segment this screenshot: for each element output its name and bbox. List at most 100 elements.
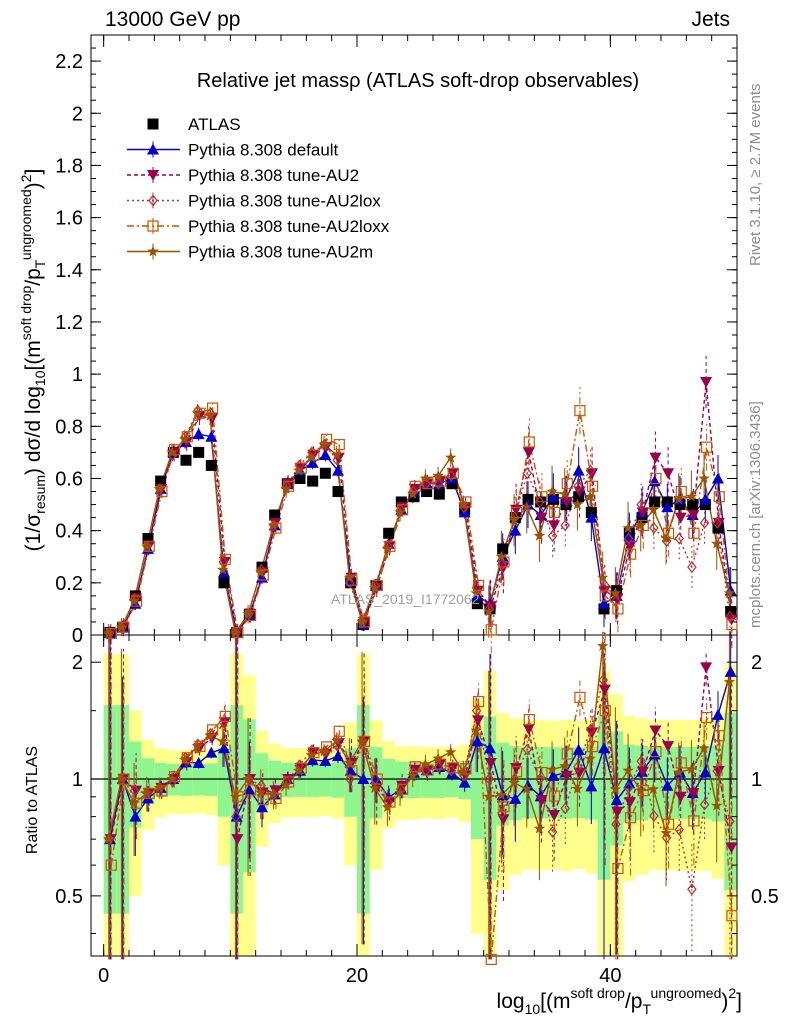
- marker-pythia-8-308-tune-au2loxx: [726, 618, 738, 631]
- ratio-marker-pythia-8-308-tune-au2m: [179, 754, 191, 765]
- ratio-marker-pythia-8-308-tune-au2: [522, 723, 535, 735]
- ratio-marker-pythia-8-308-tune-au2m: [255, 786, 267, 798]
- marker-atlas: [446, 478, 458, 490]
- ratio-marker-pythia-8-308-default: [572, 743, 585, 755]
- marker-pythia-8-308-tune-au2m: [331, 449, 343, 460]
- marker-pythia-8-308-tune-au2loxx: [599, 590, 611, 602]
- marker-pythia-8-308-tune-au2m: [255, 566, 267, 578]
- marker-pythia-8-308-tune-au2lox: [547, 529, 558, 542]
- ratio-marker-pythia-8-308-tune-au2loxx: [688, 815, 700, 827]
- legend-marker-pythia-8-308-tune-au2m: [147, 245, 159, 257]
- ratio-marker-pythia-8-308-tune-au2m: [533, 822, 546, 834]
- ratio-marker-pythia-8-308-tune-au2loxx: [511, 766, 523, 778]
- uncertainty-band-1sigma: [306, 762, 319, 797]
- ratio-marker-pythia-8-308-tune-au2: [560, 770, 573, 782]
- marker-pythia-8-308-tune-au2m: [369, 582, 381, 593]
- marker-pythia-8-308-tune-au2m: [343, 571, 356, 583]
- marker-pythia-8-308-tune-au2m: [635, 519, 647, 531]
- ratio-marker-pythia-8-308-tune-au2loxx: [624, 812, 637, 824]
- ratio-marker-pythia-8-308-tune-au2m: [229, 790, 242, 802]
- marker-pythia-8-308-tune-au2lox: [636, 498, 647, 511]
- legend-label-pythia-8-308-tune-au2loxx: Pythia 8.308 tune-AU2loxx: [188, 217, 390, 236]
- ratio-marker-pythia-8-308-default: [332, 750, 344, 762]
- ratio-marker-pythia-8-308-tune-au2lox: [585, 723, 596, 736]
- ratio-marker-pythia-8-308-tune-au2: [636, 766, 649, 778]
- ratio-marker-pythia-8-308-tune-au2m: [483, 790, 495, 802]
- marker-pythia-8-308-tune-au2m: [166, 446, 178, 458]
- marker-pythia-8-308-tune-au2lox: [712, 516, 723, 529]
- ratio-marker-pythia-8-308-tune-au2m: [571, 782, 584, 794]
- ratio-marker-pythia-8-308-tune-au2: [510, 763, 523, 775]
- ratio-marker-pythia-8-308-tune-au2m: [280, 778, 292, 790]
- marker-pythia-8-308-tune-au2m: [445, 451, 457, 463]
- legend-marker-pythia-8-308-default: [147, 143, 159, 155]
- legend-label-pythia-8-308-tune-au2lox: Pythia 8.308 tune-AU2lox: [188, 192, 381, 211]
- ratio-marker-pythia-8-308-tune-au2loxx: [447, 762, 459, 774]
- marker-pythia-8-308-tune-au2m: [457, 498, 470, 510]
- ratio-marker-pythia-8-308-tune-au2loxx: [333, 725, 345, 737]
- ratio-marker-pythia-8-308-tune-au2m: [521, 783, 533, 794]
- marker-pythia-8-308-tune-au2lox: [573, 480, 583, 493]
- ratio-marker-pythia-8-308-tune-au2m: [609, 783, 622, 795]
- marker-atlas: [332, 486, 344, 498]
- ratio-marker-pythia-8-308-tune-au2m: [191, 740, 204, 752]
- axis-ticks: 0 0.2 0.4 0.6 0.8 1 1.2 1.4 1.6 1.8 2 2.2 0.5 0.5 1 1 2 2…: [55, 34, 779, 987]
- uncertainty-band-1sigma: [192, 764, 205, 796]
- ratio-marker-pythia-8-308-tune-au2loxx: [397, 783, 409, 795]
- marker-pythia-8-308-tune-au2m: [647, 503, 660, 515]
- ratio-frame-border: [90, 634, 738, 957]
- ratio-marker-pythia-8-308-tune-au2: [548, 810, 561, 822]
- marker-pythia-8-308-tune-au2m: [179, 433, 191, 445]
- marker-pythia-8-308-tune-au2m: [495, 550, 508, 562]
- marker-atlas: [256, 561, 268, 573]
- marker-pythia-8-308-tune-au2loxx: [511, 506, 523, 518]
- marker-pythia-8-308-tune-au2lox: [687, 561, 697, 574]
- ratio-marker-pythia-8-308-default: [610, 794, 623, 806]
- marker-pythia-8-308-tune-au2loxx: [713, 491, 725, 503]
- marker-pythia-8-308-tune-au2loxx: [523, 436, 535, 448]
- marker-pythia-8-308-tune-au2m: [407, 488, 419, 499]
- ratio-marker-pythia-8-308-tune-au2m: [445, 746, 457, 758]
- ratio-marker-pythia-8-308-tune-au2lox: [484, 773, 495, 785]
- y-tick-label: 2: [72, 103, 83, 125]
- marker-pythia-8-308-tune-au2m: [419, 472, 432, 484]
- ratio-marker-pythia-8-308-default: [724, 665, 737, 677]
- ratio-marker-pythia-8-308-tune-au2: [624, 797, 637, 809]
- marker-atlas: [725, 606, 737, 618]
- ratio-marker-pythia-8-308-tune-au2lox: [649, 809, 659, 822]
- marker-pythia-8-308-tune-au2: [636, 507, 649, 519]
- ratio-marker-pythia-8-308-tune-au2m: [584, 752, 596, 764]
- ratio-tick-label-right: 0.5: [751, 886, 779, 908]
- marker-pythia-8-308-tune-au2lox: [585, 464, 596, 477]
- ratio-marker-pythia-8-308-tune-au2m: [559, 760, 571, 771]
- marker-atlas: [205, 459, 217, 471]
- marker-pythia-8-308-tune-au2loxx: [447, 467, 459, 479]
- ratio-marker-pythia-8-308-tune-au2lox: [560, 802, 571, 815]
- marker-pythia-8-308-tune-au2m: [242, 608, 254, 619]
- marker-pythia-8-308-tune-au2loxx: [561, 478, 573, 490]
- marker-pythia-8-308-tune-au2m: [356, 616, 368, 627]
- marker-pythia-8-308-tune-au2m: [153, 482, 166, 494]
- ratio-marker-pythia-8-308-tune-au2m: [166, 773, 178, 784]
- ratio-marker-pythia-8-308-tune-au2lox: [129, 784, 140, 797]
- ratio-marker-pythia-8-308-tune-au2: [497, 814, 510, 826]
- marker-atlas: [142, 532, 154, 544]
- marker-pythia-8-308-tune-au2m: [381, 542, 394, 554]
- ratio-marker-pythia-8-308-tune-au2loxx: [219, 710, 231, 722]
- marker-pythia-8-308-tune-au2loxx: [586, 480, 599, 492]
- ratio-marker-pythia-8-308-tune-au2m: [597, 640, 609, 651]
- marker-pythia-8-308-tune-au2m: [559, 488, 571, 499]
- marker-pythia-8-308-tune-au2m: [508, 514, 520, 526]
- legend-label-atlas: ATLAS: [188, 115, 241, 134]
- marker-pythia-8-308-tune-au2m: [723, 587, 736, 599]
- marker-pythia-8-308-tune-au2: [674, 512, 687, 524]
- marker-pythia-8-308-tune-au2m: [305, 451, 318, 463]
- marker-pythia-8-308-tune-au2loxx: [675, 485, 687, 498]
- ratio-marker-pythia-8-308-tune-au2m: [673, 766, 685, 778]
- marker-pythia-8-308-tune-au2m: [432, 469, 444, 481]
- ratio-marker-pythia-8-308-tune-au2m: [419, 758, 432, 770]
- marker-pythia-8-308-tune-au2loxx: [548, 506, 561, 518]
- y-tick-label: 1: [72, 364, 83, 386]
- series-markers: [103, 376, 738, 966]
